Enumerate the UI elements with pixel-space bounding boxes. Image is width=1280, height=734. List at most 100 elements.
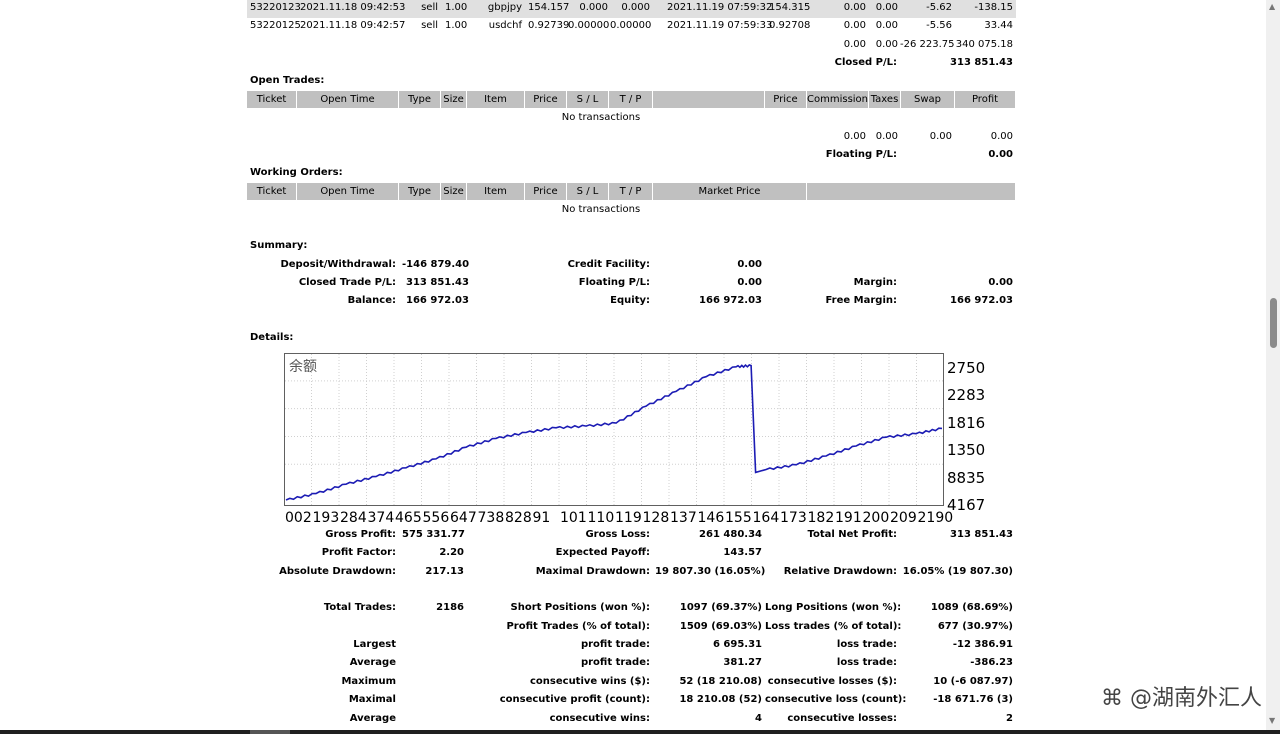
balance-value: 166 972.03 bbox=[406, 295, 469, 306]
stat-label-1: Largest bbox=[353, 639, 396, 650]
summary-title: Summary: bbox=[250, 240, 308, 251]
stat-label-1: Total Trades: bbox=[323, 602, 396, 613]
x-tick-label: 2190 bbox=[918, 510, 954, 523]
stat-value-3: -386.23 bbox=[970, 657, 1013, 668]
stat-label-3: loss trade: bbox=[836, 657, 897, 668]
col-sl: S / L bbox=[567, 183, 609, 200]
stat-label-1: Average bbox=[349, 713, 396, 724]
open-time-cell: 2021.11.18 09:42:57 bbox=[300, 20, 406, 31]
free-margin-value: 166 972.03 bbox=[950, 295, 1013, 306]
x-tick-label: 465 bbox=[395, 510, 422, 523]
profit-cell: -138.15 bbox=[974, 2, 1013, 13]
open-total-profit: 0.00 bbox=[990, 131, 1013, 142]
deposit-label: Deposit/Withdrawal: bbox=[280, 259, 396, 270]
stat-value-3: -12 386.91 bbox=[952, 639, 1013, 650]
open-total-swap: 0.00 bbox=[929, 131, 952, 142]
col-open-time: Open Time bbox=[297, 183, 399, 200]
x-tick-label: 155 bbox=[725, 510, 752, 523]
deposit-value: -146 879.40 bbox=[402, 259, 470, 270]
stat-label-3: Relative Drawdown: bbox=[783, 566, 897, 577]
close-price-cell: 0.92708 bbox=[769, 20, 811, 31]
x-tick-label: 137 bbox=[670, 510, 697, 523]
taxes-cell: 0.00 bbox=[875, 2, 898, 13]
stat-value-1: 2186 bbox=[436, 602, 464, 613]
x-tick-label: 738 bbox=[478, 510, 505, 523]
x-tick-label: 209 bbox=[890, 510, 917, 523]
horizontal-scrollbar-thumb[interactable] bbox=[250, 730, 290, 734]
x-tick-label: 647 bbox=[450, 510, 477, 523]
x-tick-label: 146 bbox=[698, 510, 725, 523]
x-tick-label: 164 bbox=[753, 510, 780, 523]
stat-value-3: 677 (30.97%) bbox=[937, 621, 1013, 632]
stat-label-3: consecutive losses: bbox=[787, 713, 897, 724]
tp-cell: 0.00000 bbox=[610, 20, 652, 31]
total-swap: -26 223.75 bbox=[900, 39, 955, 50]
stat-value-1: 217.13 bbox=[425, 566, 464, 577]
commission-cell: 0.00 bbox=[843, 20, 866, 31]
stat-label-1: Average bbox=[349, 657, 396, 668]
y-tick-label: 1816 bbox=[947, 414, 985, 432]
x-tick-label: 191 bbox=[835, 510, 862, 523]
col-tp: T / P bbox=[609, 91, 653, 108]
item-cell: usdchf bbox=[488, 20, 522, 31]
open-total-taxes: 0.00 bbox=[875, 131, 898, 142]
col-type: Type bbox=[399, 183, 441, 200]
col-swap: Swap bbox=[901, 91, 955, 108]
credit-value: 0.00 bbox=[737, 259, 762, 270]
open-total-commission: 0.00 bbox=[843, 131, 866, 142]
col-ticket: Ticket bbox=[247, 91, 297, 108]
col-close-price: Price bbox=[765, 91, 807, 108]
stat-value-2: 1509 (69.03%) bbox=[679, 621, 762, 632]
working-orders-header: Ticket Open Time Type Size Item Price S … bbox=[247, 183, 1016, 200]
stat-value-3: 16.05% (19 807.30) bbox=[902, 566, 1013, 577]
stat-label-2: Short Positions (won %): bbox=[510, 602, 650, 613]
floating-label: Floating P/L: bbox=[578, 277, 650, 288]
col-size: Size bbox=[441, 183, 467, 200]
stat-value-2: 261 480.34 bbox=[699, 529, 762, 540]
tp-cell: 0.000 bbox=[621, 2, 650, 13]
commission-cell: 0.00 bbox=[843, 2, 866, 13]
scroll-down-icon[interactable]: ▼ bbox=[1269, 716, 1276, 725]
col-sl: S / L bbox=[567, 91, 609, 108]
stat-value-3: 2 bbox=[1006, 713, 1013, 724]
floating-value: 0.00 bbox=[737, 277, 762, 288]
total-profit: 340 075.18 bbox=[955, 39, 1013, 50]
closed-pl-label: Closed P/L: bbox=[834, 57, 897, 68]
col-market-price: Market Price bbox=[653, 183, 807, 200]
scrollbar-thumb[interactable] bbox=[1270, 298, 1277, 348]
x-tick-label: 200 bbox=[863, 510, 890, 523]
scroll-up-icon[interactable]: ▲ bbox=[1269, 2, 1276, 11]
vertical-scrollbar[interactable]: ▲ ▼ bbox=[1266, 0, 1280, 734]
open-trades-title: Open Trades: bbox=[250, 75, 325, 86]
stat-value-2: 18 210.08 (52) bbox=[679, 694, 762, 705]
sl-cell: 0.00000 bbox=[568, 20, 610, 31]
stat-label-3: Loss trades (% of total): bbox=[765, 621, 902, 632]
stat-label-1: Profit Factor: bbox=[321, 547, 396, 558]
stat-value-1: 575 331.77 bbox=[402, 529, 465, 540]
y-tick-label: 4167 bbox=[947, 496, 985, 514]
stat-label-2: Maximal Drawdown: bbox=[535, 566, 650, 577]
stat-label-2: Expected Payoff: bbox=[555, 547, 650, 558]
credit-label: Credit Facility: bbox=[567, 259, 650, 270]
watermark-text: ⌘ @湖南外汇人 bbox=[1101, 686, 1262, 711]
stat-value-2: 19 807.30 (16.05%) bbox=[655, 566, 766, 577]
equity-value: 166 972.03 bbox=[699, 295, 762, 306]
x-tick-label: 556 bbox=[423, 510, 450, 523]
taxes-cell: 0.00 bbox=[875, 20, 898, 31]
col-price: Price bbox=[525, 183, 567, 200]
stat-label-2: consecutive profit (count): bbox=[499, 694, 650, 705]
price-cell: 154.157 bbox=[528, 2, 570, 13]
horizontal-scrollbar[interactable] bbox=[0, 730, 1280, 734]
stat-value-2: 52 (18 210.08) bbox=[679, 676, 762, 687]
stat-label-1: Gross Profit: bbox=[325, 529, 396, 540]
x-tick-label: 182 bbox=[808, 510, 835, 523]
total-taxes: 0.00 bbox=[875, 39, 898, 50]
stat-label-2: profit trade: bbox=[580, 657, 650, 668]
stat-value-3: -18 671.76 (3) bbox=[933, 694, 1013, 705]
stat-value-2: 143.57 bbox=[723, 547, 762, 558]
stat-value-2: 1097 (69.37%) bbox=[679, 602, 762, 613]
stat-label-2: profit trade: bbox=[580, 639, 650, 650]
stat-value-3: 10 (-6 087.97) bbox=[933, 676, 1013, 687]
closed-trade-pl-value: 313 851.43 bbox=[406, 277, 469, 288]
swap-cell: -5.56 bbox=[926, 20, 952, 31]
